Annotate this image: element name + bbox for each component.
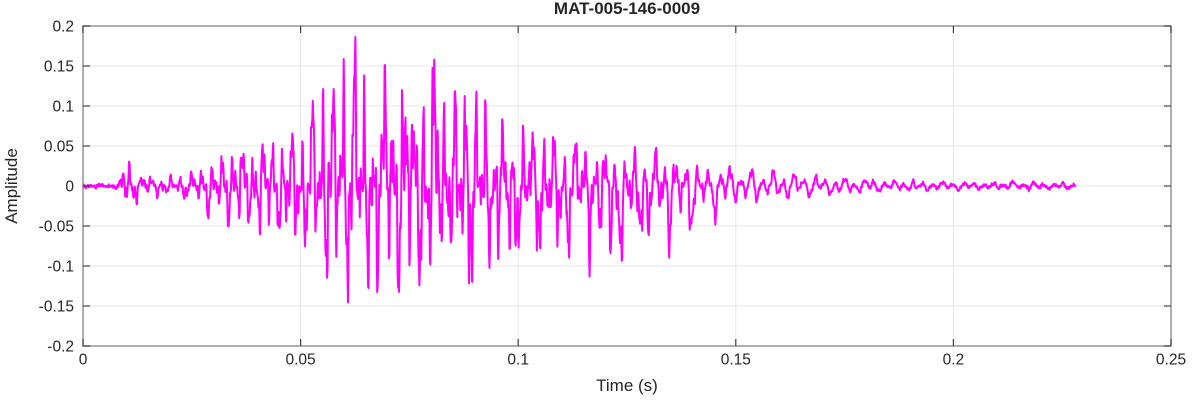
x-tick-label: 0.1 (507, 351, 529, 368)
y-tick-label: -0.2 (47, 339, 74, 356)
y-tick-label: 0 (65, 179, 74, 196)
x-tick-label: 0.05 (286, 351, 316, 368)
x-tick-label: 0.2 (943, 351, 965, 368)
x-tick-label: 0 (79, 351, 88, 368)
y-tick-label: 0.15 (44, 59, 74, 76)
y-tick-label: -0.15 (39, 299, 74, 316)
x-tick-label: 0.25 (1156, 351, 1186, 368)
waveform-line (82, 36, 1077, 304)
y-tick-label: -0.05 (39, 219, 74, 236)
y-tick-label: 0.1 (52, 99, 74, 116)
y-tick-label: 0.2 (52, 19, 74, 36)
y-tick-label: -0.1 (47, 259, 74, 276)
chart-title: MAT-005-146-0009 (553, 0, 701, 18)
x-axis-label: Time (s) (596, 376, 658, 395)
y-tick-label: 0.05 (44, 139, 74, 156)
x-tick-label: 0.15 (721, 351, 751, 368)
